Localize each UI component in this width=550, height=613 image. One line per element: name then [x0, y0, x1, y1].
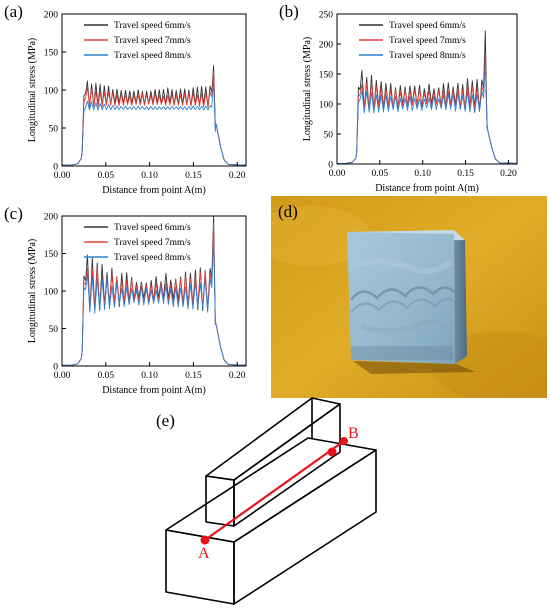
y-tick-label: 0 [53, 162, 58, 172]
legend: Travel speed 6mm/s Travel speed 7mm/s Trav… [84, 223, 191, 263]
point-b-marker [340, 437, 348, 445]
y-tick-label: 0 [328, 160, 333, 170]
x-tick-label: 0.20 [229, 171, 246, 181]
panel-label-e: (e) [156, 411, 175, 430]
chart-a: 0.00 0.05 0.10 0.15 0.20 0 50 100 150 200 Distance… [27, 10, 247, 196]
series-line-2 [62, 70, 247, 166]
series-group [337, 30, 518, 164]
weld-block-top [205, 397, 341, 481]
y-tick-label: 250 [319, 10, 334, 20]
x-tick-label: 0.15 [457, 169, 474, 179]
x-tick-label: 0.05 [372, 169, 389, 179]
series-line-3 [62, 236, 247, 366]
legend-entry-3: Travel speed 8mm/s [114, 253, 191, 263]
y-tick-label: 50 [324, 130, 334, 140]
panel-label-a: (a) [4, 2, 23, 21]
x-tick-label: 0.10 [414, 169, 431, 179]
panel-label-b: (b) [279, 2, 299, 21]
legend: Travel speed 6mm/s Travel speed 7mm/s Trav… [84, 21, 191, 61]
y-tick-label: 200 [44, 212, 59, 222]
path-line-a-to-b [204, 440, 345, 541]
x-tick-label: 0.00 [329, 169, 346, 179]
series-line-1 [62, 65, 247, 166]
x-tick-label: 0.05 [97, 371, 114, 381]
x-tick-label: 0.10 [141, 371, 158, 381]
chart-b: 0.00 0.05 0.10 0.15 0.20 0 50 100 150 200 250 Dista… [302, 10, 518, 194]
specimen-photo-drawing [271, 196, 547, 398]
y-tick-label: 0 [53, 362, 58, 372]
legend: Travel speed 6mm/s Travel speed 7mm/s Trav… [359, 21, 466, 61]
legend-entry-2: Travel speed 7mm/s [389, 36, 466, 46]
legend-entry-2: Travel speed 7mm/s [114, 36, 191, 46]
y-axis-label: Longitudinal stress (MPa) [27, 38, 38, 142]
y-tick-label: 200 [44, 10, 59, 20]
series-line-3 [62, 80, 247, 166]
legend-entry-1: Travel speed 6mm/s [114, 223, 191, 233]
plot-frame [336, 13, 518, 165]
legend-entry-2: Travel speed 7mm/s [114, 238, 191, 248]
x-axis-label: Distance from point A(m) [375, 183, 479, 194]
base-top-face [165, 437, 377, 543]
x-tick-label: 0.20 [500, 169, 517, 179]
y-tick-label: 150 [319, 70, 334, 80]
legend-entry-1: Travel speed 6mm/s [114, 21, 191, 31]
y-axis-label: Longitudinal stress (MPa) [27, 239, 38, 343]
x-axis-label: Distance from point A(m) [102, 385, 206, 396]
base-side-face [233, 449, 377, 605]
y-tick-label: 200 [319, 40, 334, 50]
path-end-marker [327, 447, 337, 457]
point-b-label: B [348, 425, 359, 442]
series-line-3 [337, 62, 518, 164]
y-tick-label: 50 [49, 124, 59, 134]
x-tick-label: 0.15 [185, 171, 202, 181]
point-a-label: A [198, 545, 210, 562]
y-tick-label: 100 [319, 100, 334, 110]
x-axis-label: Distance from point A(m) [102, 185, 206, 196]
x-tick-label: 0.00 [54, 371, 71, 381]
series-group [62, 65, 247, 166]
panel-label-d: (d) [278, 202, 298, 221]
y-axis-label: Longitudinal stress (MPa) [302, 37, 313, 141]
y-tick-label: 50 [49, 325, 59, 335]
y-tick-label: 150 [44, 48, 59, 58]
legend-entry-1: Travel speed 6mm/s [389, 21, 466, 31]
series-line-2 [337, 54, 518, 164]
base-front-face [165, 529, 235, 605]
y-tick-label: 100 [44, 287, 59, 297]
specimen-schematic: A B (e) [156, 397, 377, 605]
x-tick-label: 0.20 [229, 371, 246, 381]
point-a-marker [200, 535, 210, 545]
x-tick-label: 0.10 [141, 171, 158, 181]
y-tick-label: 150 [44, 250, 59, 260]
x-tick-label: 0.05 [97, 171, 114, 181]
x-tick-label: 0.00 [54, 171, 71, 181]
y-tick-label: 100 [44, 86, 59, 96]
chart-c: 0.00 0.05 0.10 0.15 0.20 0 50 100 150 200 Distance… [27, 212, 247, 396]
specimen-photo: (d) [271, 196, 547, 398]
series-group [62, 215, 247, 366]
x-tick-label: 0.15 [185, 371, 202, 381]
legend-entry-3: Travel speed 8mm/s [389, 51, 466, 61]
legend-entry-3: Travel speed 8mm/s [114, 51, 191, 61]
panel-label-c: (c) [4, 204, 23, 223]
